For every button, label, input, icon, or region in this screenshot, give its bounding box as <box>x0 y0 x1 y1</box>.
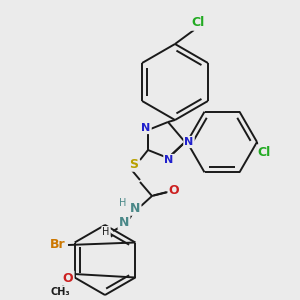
Text: N: N <box>130 202 140 214</box>
Text: H: H <box>102 227 110 237</box>
Text: Cl: Cl <box>257 146 271 158</box>
Text: H: H <box>119 198 127 208</box>
Text: CH₃: CH₃ <box>50 287 70 297</box>
Text: N: N <box>184 137 194 147</box>
Text: O: O <box>63 272 73 284</box>
Text: Cl: Cl <box>191 16 205 29</box>
Text: S: S <box>130 158 139 170</box>
Text: N: N <box>119 215 129 229</box>
Text: Br: Br <box>50 238 66 251</box>
Text: O: O <box>169 184 179 196</box>
Text: N: N <box>141 123 151 133</box>
Text: N: N <box>164 155 174 165</box>
